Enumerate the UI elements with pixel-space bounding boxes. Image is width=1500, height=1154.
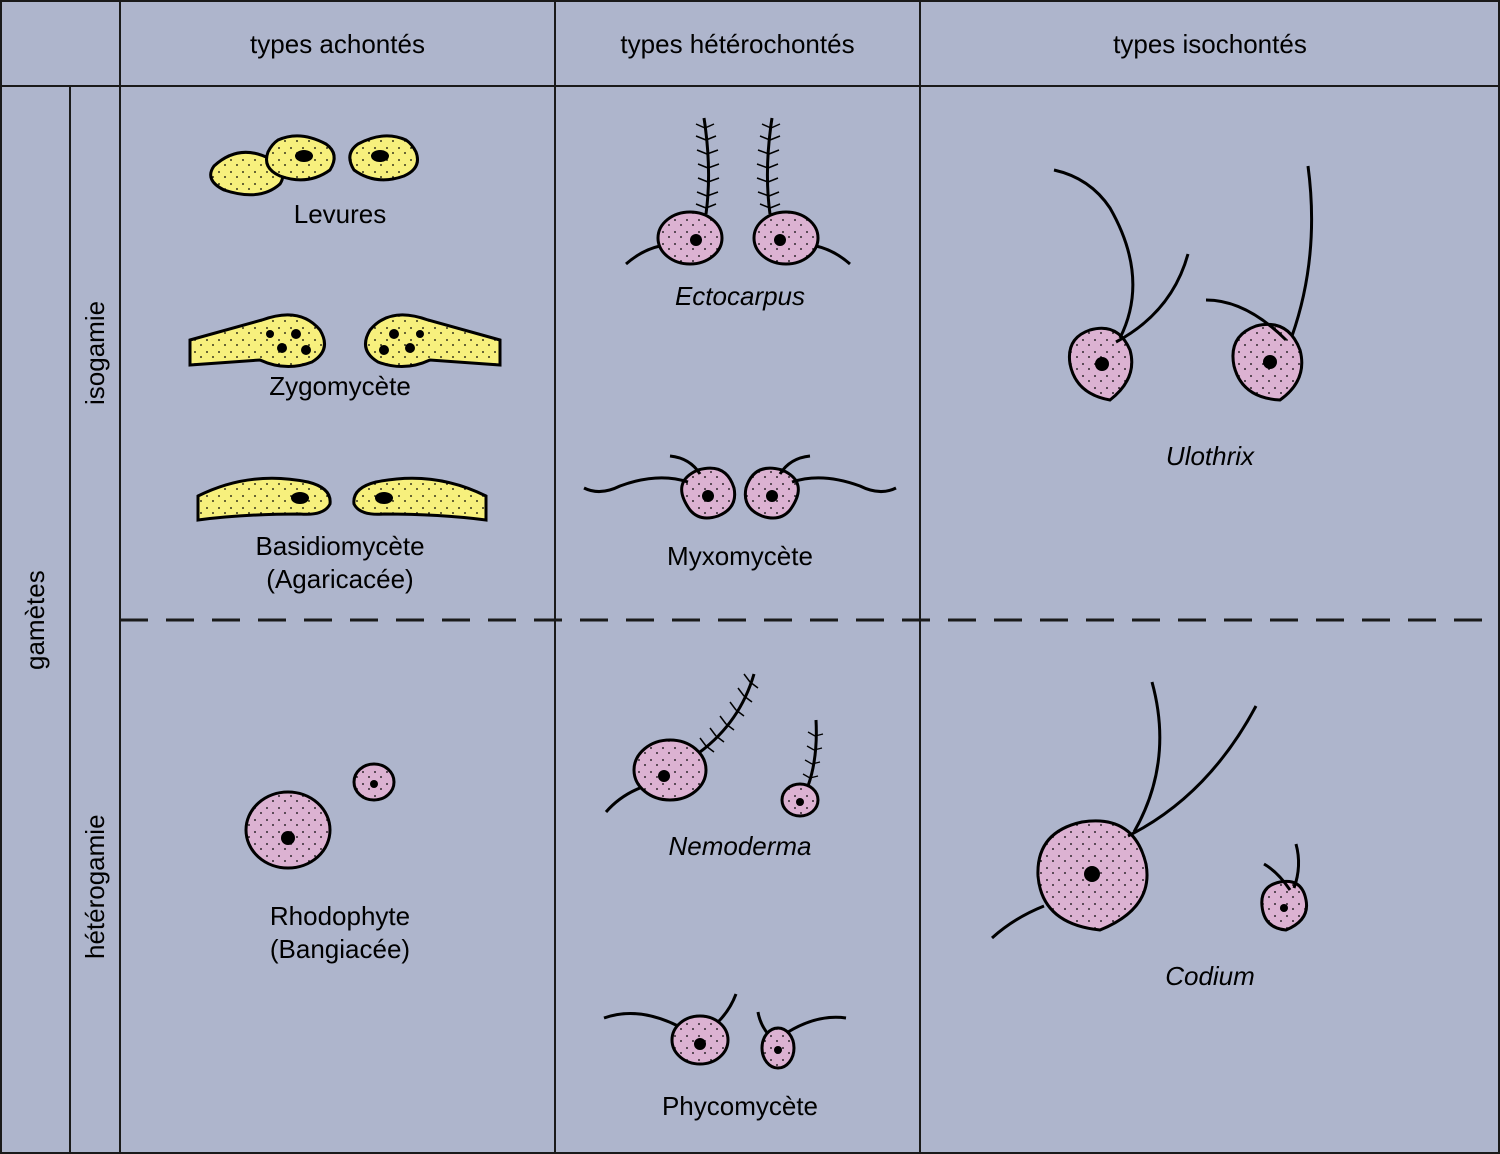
- drawing-levures: [211, 136, 418, 195]
- label-ulothrix: Ulothrix: [1080, 440, 1340, 473]
- label-nemoderma: Nemoderma: [620, 830, 860, 863]
- row-header-isogamie: isogamie: [78, 86, 112, 620]
- col-header-2: types hétérochontés: [555, 28, 920, 61]
- label-phycomycete: Phycomycète: [620, 1090, 860, 1123]
- label-myxomycete: Myxomycète: [620, 540, 860, 573]
- label-codium: Codium: [1080, 960, 1340, 993]
- col-header-3: types isochontés: [920, 28, 1500, 61]
- drawing-ectocarpus: [626, 118, 850, 264]
- label-rhodophyte: Rhodophyte (Bangiacée): [190, 900, 490, 965]
- drawing-basidiomycete: [198, 478, 486, 520]
- label-zygomycete: Zygomycète: [210, 370, 470, 403]
- drawing-zygomycete: [190, 315, 500, 367]
- drawing-rhodophyte: [246, 764, 394, 868]
- drawing-ulothrix: [1054, 166, 1312, 400]
- label-levures: Levures: [230, 198, 450, 231]
- drawing-codium: [992, 682, 1307, 938]
- row-header-heterogamie: hétérogamie: [78, 620, 112, 1154]
- drawing-myxomycete: [584, 456, 896, 518]
- drawing-phycomycete: [604, 994, 846, 1068]
- col-header-1: types achontés: [120, 28, 555, 61]
- label-basidiomycete: Basidiomycète (Agaricacée): [190, 530, 490, 595]
- drawing-nemoderma: [606, 674, 823, 816]
- label-ectocarpus: Ectocarpus: [620, 280, 860, 313]
- row-header-gametes: gamètes: [18, 86, 52, 1154]
